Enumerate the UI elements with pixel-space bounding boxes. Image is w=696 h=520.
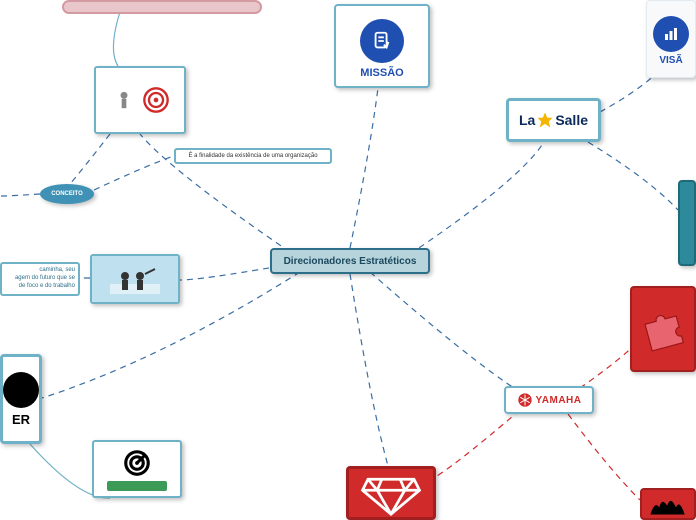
diamond-node[interactable] bbox=[346, 466, 436, 520]
conceito-label: CONCEITO bbox=[51, 191, 83, 197]
finalidade-label: É a finalidade da existência de uma orga… bbox=[188, 153, 317, 159]
caminha-text-node: caminha, seuagem do futuro que sede foco… bbox=[0, 262, 80, 296]
center-label: Direcionadores Estratéticos bbox=[284, 256, 417, 267]
conceito-node[interactable]: CONCEITO bbox=[40, 184, 94, 204]
puzzle-node[interactable] bbox=[630, 286, 696, 372]
speech-bubble bbox=[62, 0, 262, 14]
lasalle-node[interactable]: LaSalle bbox=[506, 98, 601, 142]
er-node[interactable]: ER bbox=[0, 354, 42, 444]
finalidade-text-node: É a finalidade da existência de uma orga… bbox=[174, 148, 332, 164]
visao-node[interactable]: VISÃ bbox=[646, 0, 696, 78]
thumbnail-vision[interactable] bbox=[90, 254, 180, 304]
missao-small-node[interactable] bbox=[92, 440, 182, 498]
missao-node[interactable]: MISSÃO bbox=[334, 4, 430, 88]
yamaha-node[interactable]: YAMAHA bbox=[504, 386, 594, 414]
mindmap-stage: { "canvas":{"w":696,"h":520,"bg":"#fffff… bbox=[0, 0, 696, 520]
center-node[interactable]: Direcionadores Estratéticos bbox=[270, 248, 430, 274]
thumbnail-target[interactable] bbox=[94, 66, 186, 134]
flame-node[interactable] bbox=[640, 488, 696, 520]
teal-box-node[interactable] bbox=[678, 180, 696, 266]
